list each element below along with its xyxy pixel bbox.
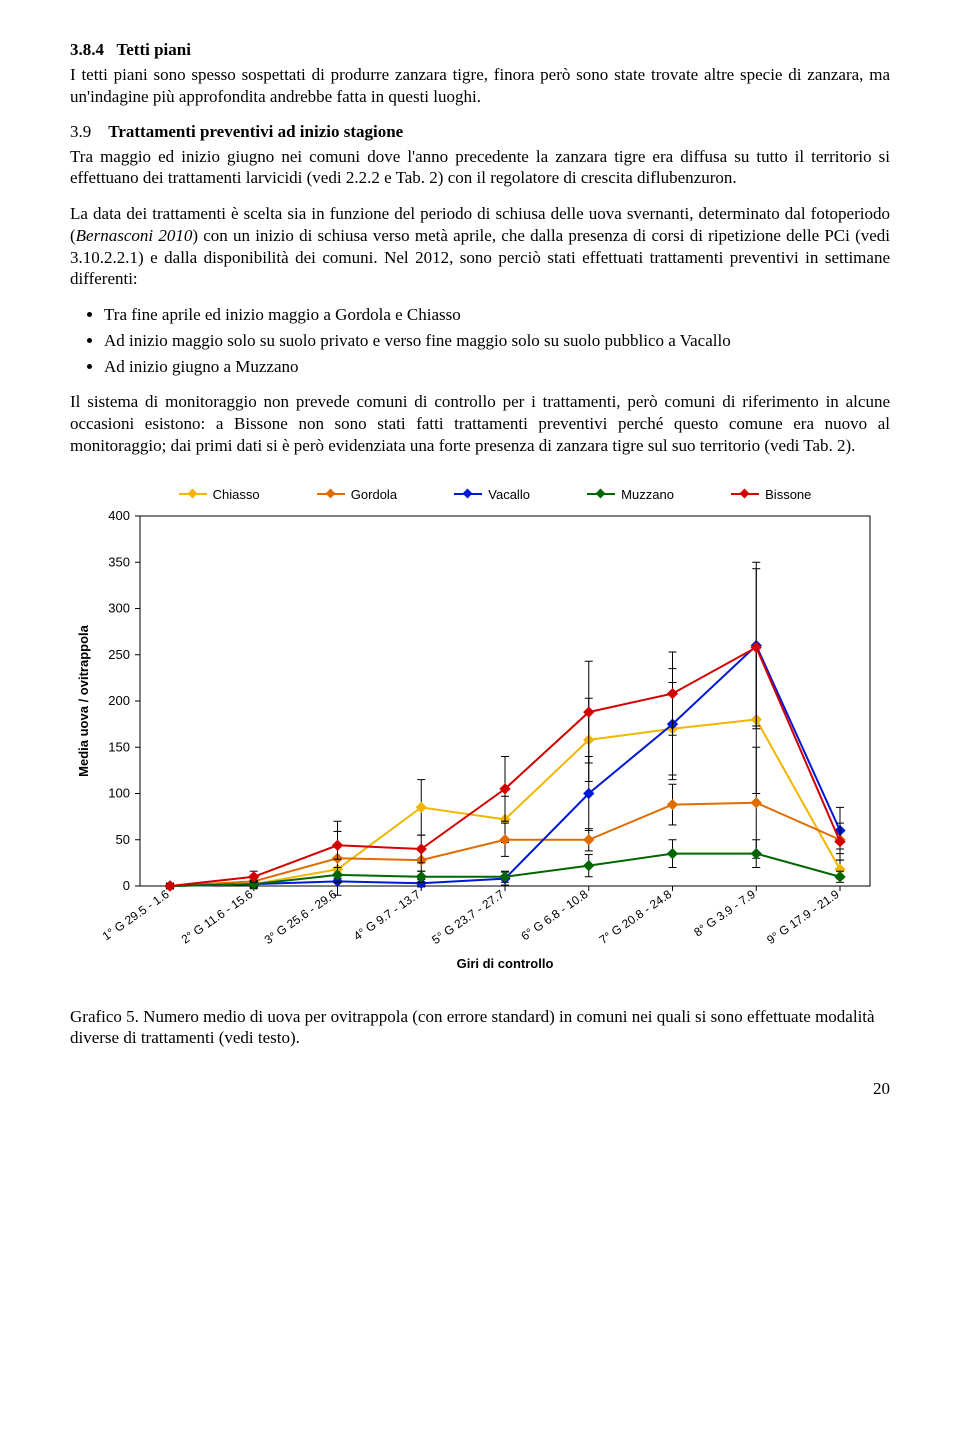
svg-text:5° G 23.7 - 27.7: 5° G 23.7 - 27.7 [429,886,507,946]
svg-text:250: 250 [108,646,130,661]
page-number: 20 [70,1079,890,1099]
chart-legend: Chiasso Gordola Vacallo Muzzano Bissone [70,487,890,506]
para2-post: ) con un inizio di schiusa verso metà ap… [70,226,890,289]
chart-container: Chiasso Gordola Vacallo Muzzano Bissone 0 50 1… [70,487,890,976]
para2-italic: Bernasconi 2010 [76,226,193,245]
bullet-list: Tra fine aprile ed inizio maggio a Gordo… [104,304,890,377]
section-heading-3-9: 3.9 Trattamenti preventivi ad inizio sta… [70,122,890,142]
section2-para2: La data dei trattamenti è scelta sia in … [70,203,890,290]
legend-label: Gordola [351,487,397,502]
section-number: 3.8.4 [70,40,104,59]
svg-text:50: 50 [116,831,130,846]
legend-label: Vacallo [488,487,530,502]
svg-text:Media uova / ovitrappola: Media uova / ovitrappola [76,624,91,776]
figure-caption: Grafico 5. Numero medio di uova per ovit… [70,1006,890,1050]
svg-text:150: 150 [108,739,130,754]
legend-item: Bissone [731,487,811,502]
svg-text:8° G 3.9 - 7.9: 8° G 3.9 - 7.9 [691,886,758,939]
svg-text:7° G 20.8 - 24.8: 7° G 20.8 - 24.8 [597,886,675,946]
svg-text:3° G 25.6 - 29.6: 3° G 25.6 - 29.6 [262,886,340,946]
svg-text:9° G 17.9 - 21.9: 9° G 17.9 - 21.9 [764,886,842,946]
svg-text:400: 400 [108,508,130,523]
list-item: Ad inizio giugno a Muzzano [104,356,890,378]
section-number: 3.9 [70,122,91,141]
section-heading-3-8-4: 3.8.4 Tetti piani [70,40,890,60]
legend-item: Chiasso [179,487,260,502]
list-item: Tra fine aprile ed inizio maggio a Gordo… [104,304,890,326]
legend-label: Bissone [765,487,811,502]
legend-item: Muzzano [587,487,674,502]
svg-text:2° G 11.6 - 15.6: 2° G 11.6 - 15.6 [179,886,256,946]
svg-text:300: 300 [108,600,130,615]
svg-text:Giri di controllo: Giri di controllo [457,956,554,971]
svg-text:100: 100 [108,785,130,800]
section2-para3: Il sistema di monitoraggio non prevede c… [70,391,890,456]
list-item: Ad inizio maggio solo su suolo privato e… [104,330,890,352]
section1-para: I tetti piani sono spesso sospettati di … [70,64,890,108]
section-title: Trattamenti preventivi ad inizio stagion… [108,122,403,141]
svg-text:200: 200 [108,693,130,708]
svg-text:4° G 9.7 - 13.7: 4° G 9.7 - 13.7 [351,886,423,942]
svg-text:6° G 6.8 - 10.8: 6° G 6.8 - 10.8 [518,886,590,942]
svg-text:1° G 29.5 - 1.6: 1° G 29.5 - 1.6 [100,886,172,942]
legend-label: Muzzano [621,487,674,502]
legend-item: Vacallo [454,487,530,502]
line-chart: 0 50 100 150 200 250 300 350 400 1° G 29.5 - 1.62… [70,506,890,976]
section-title: Tetti piani [116,40,190,59]
svg-text:350: 350 [108,554,130,569]
legend-label: Chiasso [213,487,260,502]
legend-item: Gordola [317,487,397,502]
section2-para1: Tra maggio ed inizio giugno nei comuni d… [70,146,890,190]
svg-text:0: 0 [123,878,130,893]
